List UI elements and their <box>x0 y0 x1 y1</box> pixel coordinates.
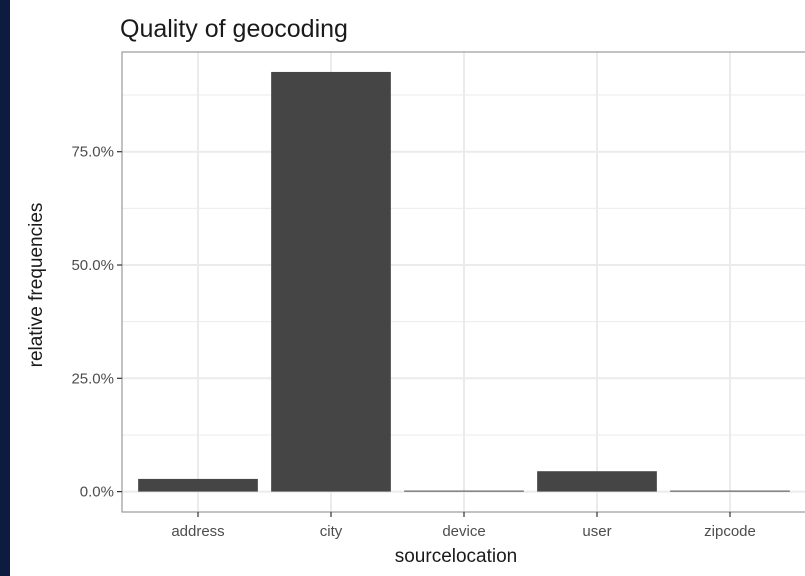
y-tick-label: 0.0% <box>80 484 114 501</box>
major-gridlines <box>122 52 805 512</box>
bar-device <box>404 490 524 492</box>
chart-title: Quality of geocoding <box>120 15 348 43</box>
y-tick-label: 25.0% <box>71 370 114 387</box>
chart-frame: Quality of geocoding 0.0% 25.0% 50.0% 75.0%… <box>10 0 805 576</box>
bar-zipcode <box>670 490 790 492</box>
x-axis-ticks: address city device user zipcode <box>171 512 756 540</box>
bars <box>138 71 790 492</box>
x-tick-label-address: address <box>171 523 224 540</box>
x-tick-label-zipcode: zipcode <box>704 523 756 540</box>
y-tick-label: 75.0% <box>71 144 114 161</box>
x-tick-label-user: user <box>582 523 611 540</box>
x-tick-label-city: city <box>320 523 343 540</box>
bar-city <box>271 71 391 492</box>
y-axis-title: relative frequencies <box>26 203 47 368</box>
y-tick-label: 50.0% <box>71 257 114 274</box>
bar-user <box>537 471 657 492</box>
x-axis-title: sourcelocation <box>395 546 518 567</box>
bar-address <box>138 478 258 492</box>
x-tick-label-device: device <box>442 523 485 540</box>
y-axis-ticks: 0.0% 25.0% 50.0% 75.0% <box>71 144 122 501</box>
bar-chart: Quality of geocoding 0.0% 25.0% 50.0% 75.0%… <box>26 15 805 567</box>
